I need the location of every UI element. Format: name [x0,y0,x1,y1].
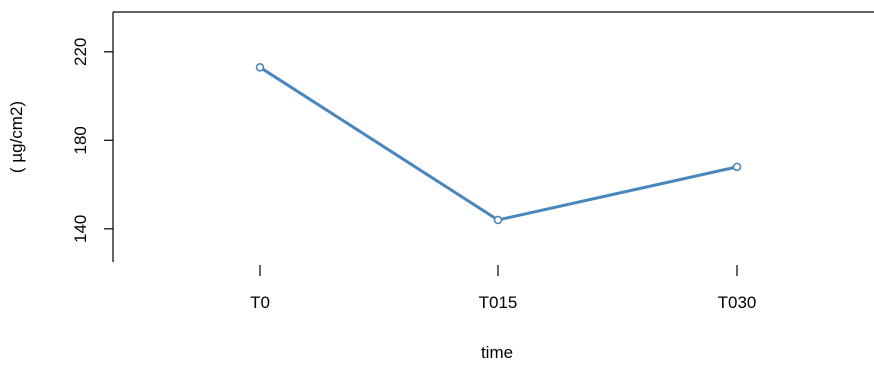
y-axis-title: ( µg/cm2) [7,101,26,173]
x-tick-label-T0: T0 [250,293,270,312]
x-axis-title: time [481,343,513,362]
y-tick-label-140: 140 [71,215,90,243]
y-tick-label-220: 220 [71,38,90,66]
data-point-T0 [255,63,265,72]
x-tick-label-T015: T015 [479,293,518,312]
series-line-0 [258,65,739,222]
y-axis-ticks: 140 180 220 [71,38,113,243]
y-tick-label-180: 180 [71,126,90,154]
data-point-T030 [732,162,742,172]
data-point-T015 [493,215,503,225]
series-layer [255,63,742,225]
x-tick-label-T030: T030 [718,293,757,312]
x-axis-ticks: T0 T015 T030 [250,265,756,312]
